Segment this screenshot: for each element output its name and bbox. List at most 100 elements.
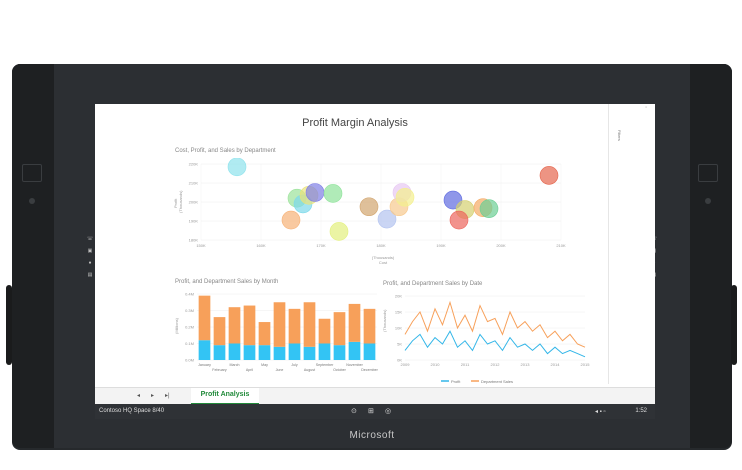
bar-sales[interactable] xyxy=(333,312,346,346)
lines-ytick: 10K xyxy=(395,326,402,331)
scatter-ytick: 190K xyxy=(189,219,199,224)
bars-xtick: November xyxy=(346,363,363,367)
line-series[interactable] xyxy=(404,330,586,358)
lines-ylabel: (Thousands) xyxy=(382,309,387,332)
phone-icon[interactable]: ☏ xyxy=(86,236,94,242)
bar-sales[interactable] xyxy=(303,302,316,347)
bar-profit[interactable] xyxy=(348,341,361,360)
bars-xtick: July xyxy=(291,363,298,367)
window-topbar: × xyxy=(95,104,655,110)
prev-page-icon[interactable]: ◂ xyxy=(137,393,141,399)
record-icon[interactable]: ● xyxy=(88,260,92,266)
bar-sales[interactable] xyxy=(228,307,241,344)
scatter-xtick: 210K xyxy=(556,243,566,248)
bar-sales[interactable] xyxy=(348,303,361,342)
bar-profit[interactable] xyxy=(273,346,286,360)
legend-profit: Profit xyxy=(451,379,461,384)
scatter-point[interactable] xyxy=(377,209,397,229)
bar-profit[interactable] xyxy=(288,343,301,361)
bars-ytick: 0.1M xyxy=(185,341,194,346)
bars-xtick: October xyxy=(333,368,347,372)
scatter-ylabel2: (Thousands) xyxy=(178,190,183,213)
bars-xtick: February xyxy=(212,368,227,372)
scatter-xtick: 180K xyxy=(376,243,386,248)
scatter-point[interactable] xyxy=(329,222,349,241)
doc-icon[interactable]: ▤ xyxy=(87,272,93,278)
app-screen: × Profit Margin Analysis Filters Cost, P… xyxy=(95,104,655,419)
bars-ytick: 0.4M xyxy=(185,292,194,297)
scatter-point[interactable] xyxy=(359,197,379,217)
scatter-xlabel2: (Thousands) xyxy=(372,255,395,260)
bars-title: Profit, and Department Sales by Month xyxy=(175,279,279,285)
bar-chart[interactable]: (Millions) 0.4M 0.3M 0.2M 0.1M 0.0M JanuaryFe… xyxy=(171,290,381,380)
scatter-ytick: 220K xyxy=(189,162,199,167)
bar-sales[interactable] xyxy=(318,318,331,344)
left-speaker xyxy=(12,64,56,448)
scatter-point[interactable] xyxy=(281,210,301,230)
close-icon[interactable]: × xyxy=(645,105,647,109)
last-page-icon[interactable]: ▸| xyxy=(165,393,170,399)
scatter-point[interactable] xyxy=(449,210,469,230)
bars-ytick: 0.0M xyxy=(185,358,194,363)
bar-profit[interactable] xyxy=(213,345,226,360)
bar-profit[interactable] xyxy=(318,343,331,361)
filters-pane[interactable]: Filters xyxy=(608,104,655,384)
taskbar: Contoso HQ Space 8/40 ⊙ ⊞ ◎ ◂ ▪ ▫ 1:52 xyxy=(95,404,655,419)
lines-xtick: 2009 xyxy=(401,362,411,367)
scatter-point[interactable] xyxy=(539,166,559,185)
scatter-point[interactable] xyxy=(227,158,247,177)
scatter-point[interactable] xyxy=(323,184,343,203)
bar-profit[interactable] xyxy=(198,340,211,360)
bars-xtick: April xyxy=(246,368,253,372)
lines-xtick: 2015 xyxy=(581,362,591,367)
bars-ylabel: (Millions) xyxy=(174,317,179,334)
start-icon[interactable]: ⊙ xyxy=(351,408,357,415)
bars-xtick: May xyxy=(261,363,268,367)
lines-xtick: 2012 xyxy=(491,362,501,367)
bars-xtick: January xyxy=(198,363,211,367)
bar-sales[interactable] xyxy=(273,302,286,347)
lines-ytick: 5K xyxy=(397,342,402,347)
next-page-icon[interactable]: ▸ xyxy=(151,393,155,399)
lines-ytick: 15K xyxy=(395,310,402,315)
left-pen xyxy=(6,285,12,365)
bar-profit[interactable] xyxy=(303,346,316,360)
bar-profit[interactable] xyxy=(363,343,376,361)
lines-xtick: 2011 xyxy=(461,362,470,367)
camera-icon[interactable]: ▣ xyxy=(87,248,93,254)
scatter-point[interactable] xyxy=(305,183,325,202)
lines-ytick: 20K xyxy=(395,294,402,299)
scatter-ytick: 210K xyxy=(189,181,199,186)
left-edge-icons: ☏ ▣ ● ▤ xyxy=(86,236,94,284)
bar-sales[interactable] xyxy=(258,322,271,346)
bar-profit[interactable] xyxy=(228,343,241,361)
taskbar-location: Contoso HQ Space 8/40 xyxy=(99,408,165,414)
bar-sales[interactable] xyxy=(213,317,226,346)
system-tray-icons[interactable]: ◂ ▪ ▫ xyxy=(595,409,606,415)
bar-profit[interactable] xyxy=(243,345,256,360)
left-sensor xyxy=(29,198,35,204)
bar-profit[interactable] xyxy=(333,345,346,360)
bar-profit[interactable] xyxy=(258,345,271,360)
lines-legend: Profit Department Sales xyxy=(441,379,513,384)
bar-sales[interactable] xyxy=(243,305,256,346)
windows-icon[interactable]: ⊞ xyxy=(368,408,374,415)
bar-sales[interactable] xyxy=(363,308,376,344)
tab-profit-analysis[interactable]: Profit Analysis xyxy=(191,388,259,405)
scatter-point[interactable] xyxy=(479,199,499,218)
scatter-point[interactable] xyxy=(395,187,415,207)
scatter-xtick: 160K xyxy=(256,243,266,248)
bar-sales[interactable] xyxy=(198,295,211,341)
bar-sales[interactable] xyxy=(288,308,301,344)
lines-title: Profit, and Department Sales by Date xyxy=(383,281,483,287)
page-title: Profit Margin Analysis xyxy=(302,117,408,129)
task-view-icon[interactable]: ◎ xyxy=(385,408,392,415)
brand-logo-text: Microsoft xyxy=(349,430,395,441)
right-pen xyxy=(731,285,737,365)
scatter-xtick: 150K xyxy=(196,243,206,248)
legend-sales: Department Sales xyxy=(481,379,513,384)
line-series[interactable] xyxy=(404,300,586,348)
scatter-ylabel: Profit xyxy=(173,198,178,208)
